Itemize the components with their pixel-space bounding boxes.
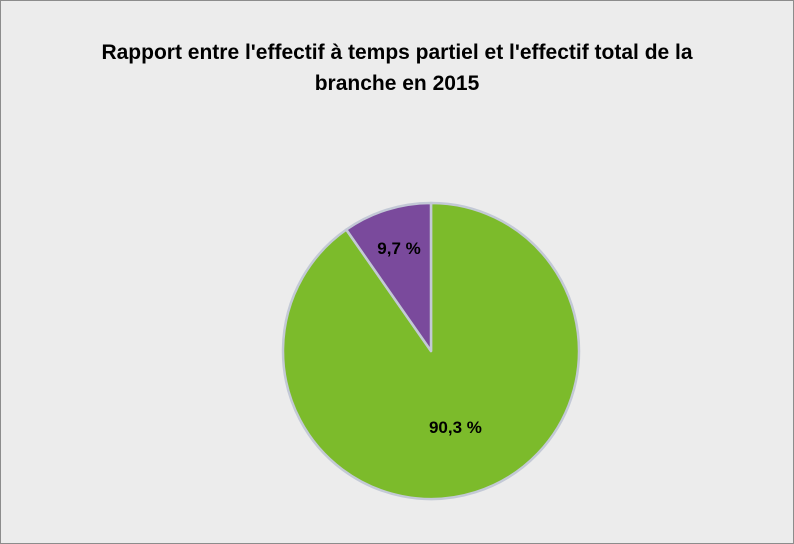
data-label: 90,3 % [429,418,482,437]
chart-title: Rapport entre l'effectif à temps partiel… [101,41,693,95]
data-label: 9,7 % [377,239,420,258]
pie-slice [345,201,433,353]
